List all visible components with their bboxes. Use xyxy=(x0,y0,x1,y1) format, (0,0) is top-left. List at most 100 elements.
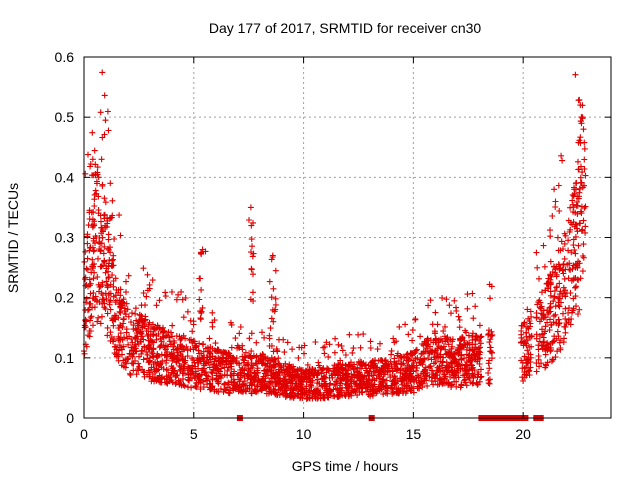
data-point xyxy=(525,360,532,367)
data-point xyxy=(125,355,132,362)
data-point xyxy=(485,370,492,376)
data-point xyxy=(104,332,111,339)
data-point xyxy=(538,305,544,312)
data-point xyxy=(251,373,258,380)
data-point xyxy=(437,351,444,358)
data-point xyxy=(382,357,389,364)
data-point xyxy=(376,383,383,390)
data-point xyxy=(161,375,168,382)
data-point xyxy=(143,293,150,300)
data-point xyxy=(235,371,242,378)
data-point xyxy=(138,317,145,324)
data-point xyxy=(137,338,144,345)
data-point xyxy=(443,379,450,386)
data-point xyxy=(318,382,325,389)
data-point xyxy=(535,353,542,359)
data-point xyxy=(370,372,377,379)
data-point xyxy=(240,381,247,388)
data-point xyxy=(169,357,176,364)
data-point xyxy=(291,384,298,391)
data-point xyxy=(198,286,205,293)
data-point xyxy=(580,126,587,133)
data-point xyxy=(123,289,129,296)
data-point xyxy=(248,355,255,362)
data-point xyxy=(150,326,157,332)
data-point xyxy=(562,232,569,239)
data-point xyxy=(96,299,103,306)
data-point xyxy=(213,388,220,395)
data-point xyxy=(270,318,277,325)
data-point xyxy=(132,305,139,312)
data-point xyxy=(373,390,380,397)
data-point xyxy=(121,334,128,341)
data-point xyxy=(403,351,410,358)
data-point xyxy=(523,329,530,336)
data-point xyxy=(231,368,238,375)
data-point xyxy=(95,210,102,217)
data-point xyxy=(213,372,220,379)
data-point xyxy=(189,362,196,369)
data-point xyxy=(153,325,160,332)
data-point xyxy=(460,372,466,379)
grid-lines xyxy=(84,57,611,418)
data-point xyxy=(182,295,189,301)
data-point xyxy=(488,328,495,335)
data-point xyxy=(101,92,108,99)
data-point xyxy=(122,311,129,318)
data-point xyxy=(266,278,273,285)
data-point xyxy=(468,365,475,372)
data-point xyxy=(103,278,110,285)
data-point xyxy=(127,372,134,378)
data-point xyxy=(395,357,402,364)
data-point xyxy=(390,377,397,384)
data-point xyxy=(521,338,528,345)
data-point xyxy=(344,385,351,392)
data-point xyxy=(135,360,142,367)
data-point xyxy=(173,372,180,379)
data-point xyxy=(485,380,492,386)
data-point xyxy=(85,151,91,158)
data-point xyxy=(108,334,115,341)
data-point xyxy=(126,370,133,377)
data-point xyxy=(419,380,426,387)
data-point xyxy=(518,339,524,346)
data-point xyxy=(562,305,569,312)
data-point xyxy=(432,309,439,316)
data-point xyxy=(430,381,437,388)
data-point xyxy=(142,302,148,309)
data-point xyxy=(462,327,469,334)
data-point xyxy=(562,315,569,322)
data-point xyxy=(152,368,159,375)
data-point xyxy=(222,380,228,387)
data-point xyxy=(409,337,416,344)
data-point xyxy=(524,347,531,354)
data-point xyxy=(98,156,105,163)
data-point xyxy=(159,333,166,340)
data-point xyxy=(248,236,255,243)
data-point xyxy=(379,364,386,371)
data-point xyxy=(183,343,190,350)
data-point xyxy=(477,340,484,347)
data-point xyxy=(350,345,357,352)
data-point xyxy=(140,369,147,376)
data-point xyxy=(139,324,146,331)
data-point xyxy=(319,375,326,382)
data-point xyxy=(213,362,220,369)
data-point xyxy=(394,388,401,395)
data-point xyxy=(91,260,97,267)
data-point xyxy=(195,373,202,380)
data-point xyxy=(574,199,580,205)
data-point xyxy=(271,363,278,370)
data-point xyxy=(570,295,577,302)
data-point xyxy=(461,377,468,384)
data-point xyxy=(439,295,446,301)
data-point xyxy=(138,331,145,337)
data-point xyxy=(561,240,568,247)
data-point xyxy=(260,353,267,360)
data-point xyxy=(209,375,216,382)
data-point xyxy=(394,366,401,373)
data-point xyxy=(116,308,123,315)
data-point xyxy=(533,249,540,256)
data-point xyxy=(119,351,125,358)
data-point xyxy=(99,313,105,320)
